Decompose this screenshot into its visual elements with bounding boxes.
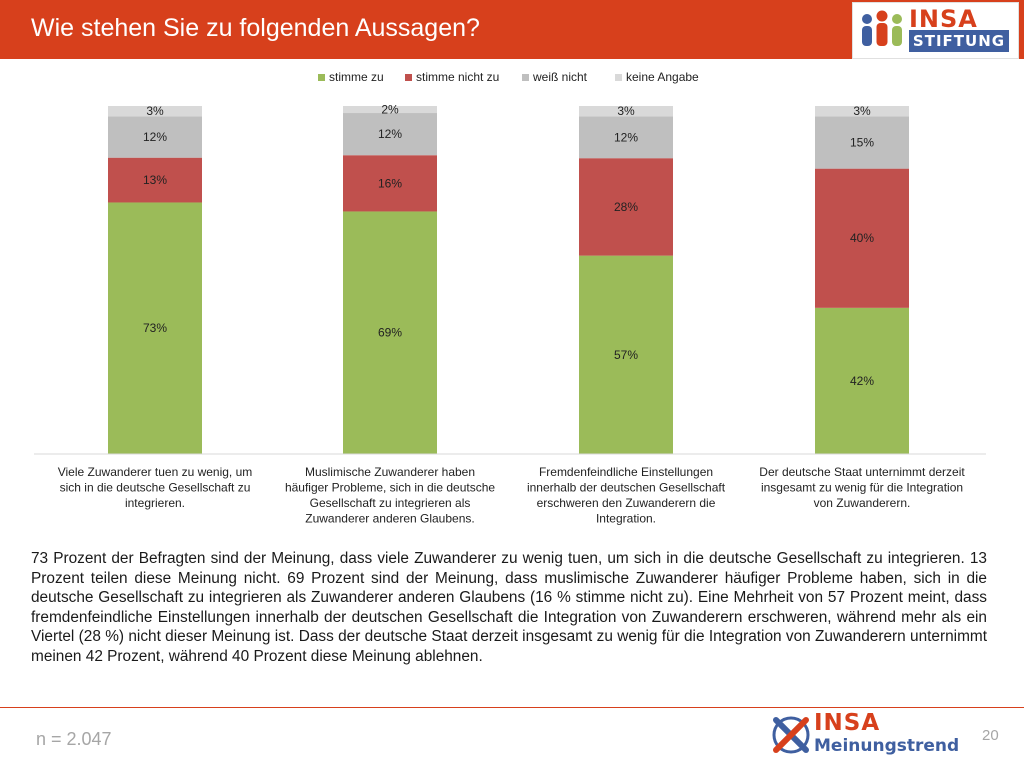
category-label: Viele Zuwanderer tuen zu wenig, um sich i…	[58, 465, 253, 510]
data-label: 73%	[143, 321, 167, 335]
logo-subtitle: STIFTUNG	[909, 30, 1009, 52]
data-label: 15%	[850, 136, 874, 150]
footer-logo-subtitle: Meinungstrend	[814, 736, 960, 756]
summary-text: 73 Prozent der Befragten sind der Meinun…	[31, 550, 987, 665]
category-label: Der deutsche Staat unternimmt derzeit ins…	[759, 465, 965, 510]
legend-swatch	[318, 74, 325, 81]
insa-meinungstrend-logo: INSA Meinungstrend	[770, 710, 970, 760]
legend-swatch	[405, 74, 412, 81]
data-label: 3%	[617, 104, 635, 118]
data-label: 28%	[614, 200, 638, 214]
legend-label: keine Angabe	[626, 70, 699, 84]
sample-size: n = 2.047	[36, 729, 112, 749]
bar-segment	[579, 116, 673, 159]
legend-label: stimme nicht zu	[416, 70, 499, 84]
bar-segment	[815, 168, 909, 308]
insa-stiftung-logo: INSA STIFTUNG	[852, 2, 1019, 59]
bar-segment	[579, 255, 673, 454]
category-label: Fremdenfeindliche Einstellungen innerhalb…	[527, 465, 726, 526]
bar-segment	[579, 106, 673, 117]
data-label: 3%	[146, 104, 164, 118]
legend-swatch	[615, 74, 622, 81]
legend-swatch	[522, 74, 529, 81]
chart-legend: stimme zu stimme nicht zu weiß nicht keine …	[318, 70, 699, 84]
bar-segment	[815, 116, 909, 169]
data-label: 2%	[381, 103, 399, 117]
bar-segment	[343, 211, 437, 454]
bar-segment	[108, 106, 202, 117]
header-bar: Wie stehen Sie zu folgenden Aussagen? IN…	[0, 0, 1024, 59]
bar-segment	[108, 116, 202, 158]
legend-label: weiß nicht	[532, 70, 588, 84]
footer-logo-wordmark: INSA	[814, 710, 881, 736]
data-label: 16%	[378, 176, 402, 190]
legend-label: stimme zu	[329, 70, 384, 84]
data-label: 42%	[850, 374, 874, 388]
bar-segment	[108, 157, 202, 203]
bar-segment	[343, 113, 437, 156]
bar-segment	[343, 155, 437, 212]
data-label: 57%	[614, 348, 638, 362]
bar-segment	[815, 106, 909, 117]
chart-bars: 73% 13% 12% 3% 69% 16% 12% 2% 57% 28% 12% 3% 42% 40% 1…	[108, 103, 909, 454]
data-label: 3%	[853, 104, 871, 118]
people-icon	[862, 10, 902, 46]
page-number: 20	[982, 727, 999, 744]
category-label: Muslimische Zuwanderer haben häufiger Pro…	[285, 465, 495, 526]
bar-segment	[108, 202, 202, 454]
data-label: 69%	[378, 326, 402, 340]
data-label: 12%	[614, 130, 638, 144]
logo-wordmark: INSA	[909, 5, 978, 33]
category-labels: Viele Zuwanderer tuen zu wenig, um sich i…	[58, 465, 966, 526]
stacked-bar-chart: stimme zu stimme nicht zu weiß nicht keine …	[34, 70, 986, 526]
data-label: 40%	[850, 231, 874, 245]
bar-segment	[343, 106, 437, 114]
data-label: 12%	[143, 130, 167, 144]
insa-x-icon	[772, 716, 810, 754]
footer-divider	[0, 707, 1024, 708]
data-label: 13%	[143, 173, 167, 187]
data-label: 12%	[378, 127, 402, 141]
bar-segment	[815, 307, 909, 454]
page-title: Wie stehen Sie zu folgenden Aussagen?	[31, 14, 480, 42]
bar-segment	[579, 158, 673, 256]
